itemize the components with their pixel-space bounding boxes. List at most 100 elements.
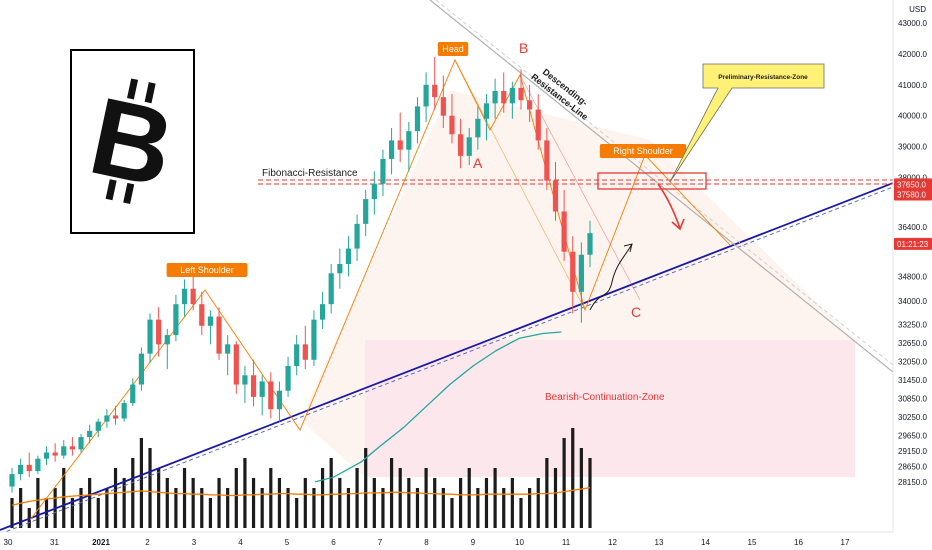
head-shoulders-pattern — [29, 58, 731, 521]
ascending-support-line-dashed — [0, 186, 894, 535]
volume-bar — [562, 438, 566, 528]
candle-body — [242, 375, 248, 385]
candle-body — [570, 251, 576, 292]
price-tick-label: 41000.0 — [898, 81, 927, 90]
candle-body — [561, 211, 567, 252]
right-shoulder-label: Right Shoulder — [613, 146, 673, 156]
price-axis: USD 43000.0 42000.0 41000.0 40000.0 39000.0 3… — [892, 0, 932, 550]
volume-bar — [96, 498, 100, 528]
candle-body — [18, 464, 24, 475]
preliminary-resistance-zone — [597, 172, 707, 190]
candle-body — [69, 446, 75, 450]
candle-body — [363, 199, 369, 224]
volume-bar — [588, 458, 592, 528]
date-tick-label: 4 — [238, 538, 243, 547]
volume-bar — [269, 468, 273, 528]
candle-body — [414, 106, 421, 132]
volume-bar — [10, 498, 14, 528]
candle-body — [233, 344, 239, 385]
point-a-label: A — [473, 155, 483, 171]
candle-body — [328, 273, 334, 305]
candle-body — [440, 97, 446, 116]
price-tick-label: 34800.0 — [898, 272, 927, 281]
date-tick-label: 6 — [331, 538, 336, 547]
date-tick-label: 17 — [841, 538, 850, 547]
right-shoulder-label-tag — [599, 144, 687, 158]
candle-body — [475, 118, 481, 138]
volume-bar — [372, 478, 376, 528]
candle-body — [449, 115, 455, 135]
date-tick-label: 31 — [50, 538, 59, 547]
candle-body — [173, 304, 179, 336]
candle-body — [337, 264, 343, 274]
candle-body — [156, 319, 162, 345]
volume-bar — [174, 488, 178, 528]
price-tick-label: 28650.0 — [898, 462, 927, 471]
price-tick-label: 32050.0 — [898, 357, 927, 366]
candle-body — [95, 421, 101, 431]
candle-body — [190, 288, 196, 305]
volume-bar — [131, 458, 135, 528]
date-tick-label: 16 — [794, 538, 803, 547]
date-tick-label: 30 — [4, 538, 13, 547]
candle-body — [457, 134, 464, 156]
trend-lines — [0, 0, 894, 535]
bitcoin-logo: B — [70, 49, 195, 234]
candle-body — [509, 87, 515, 104]
candle-body — [432, 84, 438, 98]
date-tick-label: 10 — [515, 538, 524, 547]
volume-bar — [88, 478, 92, 528]
volume-bar — [139, 438, 144, 528]
candle-body — [147, 319, 153, 354]
candle-body — [225, 344, 231, 354]
price-tag-label: 01:21:23 — [897, 240, 929, 249]
volume-bar — [295, 498, 299, 528]
currency-label: USD — [909, 5, 926, 14]
candle-body — [164, 335, 170, 345]
candle-body — [216, 316, 222, 354]
candle-body — [35, 458, 41, 472]
candle-body — [518, 87, 524, 101]
price-tick-label: 31450.0 — [898, 376, 927, 385]
volume-bar — [476, 488, 480, 528]
point-c-label: C — [631, 304, 641, 320]
candle-body — [388, 140, 395, 159]
volume-bar — [381, 488, 385, 528]
volume-bar — [234, 468, 238, 528]
price-tick-label: 32650.0 — [898, 339, 927, 348]
head-label-tag — [437, 42, 469, 56]
candle-body — [371, 183, 377, 200]
volume-bar — [579, 448, 583, 528]
volume-bar — [441, 488, 445, 528]
price-tick-label: 36400.0 — [898, 223, 927, 232]
price-tick-label: 33250.0 — [898, 320, 927, 329]
date-tick-label: 12 — [608, 538, 617, 547]
volume-bar — [433, 478, 437, 528]
candle-body — [380, 158, 386, 184]
candle-body — [121, 403, 127, 419]
date-tick-label: 9 — [471, 538, 476, 547]
point-b-label: B — [519, 40, 528, 56]
volume-bar — [528, 488, 532, 528]
volume-bar — [355, 468, 359, 528]
candle-body — [483, 103, 490, 119]
candle-body — [138, 353, 145, 385]
candle-body — [78, 437, 84, 450]
date-tick-label: 8 — [424, 538, 429, 547]
price-tag-label: 37650.0 — [897, 180, 926, 189]
volume-bar — [484, 478, 489, 528]
candle-body — [104, 415, 110, 422]
preliminary-zone-label: Preliminary-Resistance-Zone — [718, 74, 808, 81]
volume-bar — [70, 498, 74, 528]
price-tick-label: 34000.0 — [898, 297, 927, 306]
candle-body — [501, 90, 507, 104]
candle-body — [268, 381, 274, 410]
date-tick-label: 15 — [748, 538, 757, 547]
volume-bar — [312, 488, 316, 528]
price-tick-label: 40000.0 — [898, 112, 927, 121]
volume-bar — [389, 458, 394, 528]
bearish-continuation-zone — [365, 340, 855, 477]
volume-bar — [364, 448, 368, 528]
candle-body — [535, 109, 541, 141]
